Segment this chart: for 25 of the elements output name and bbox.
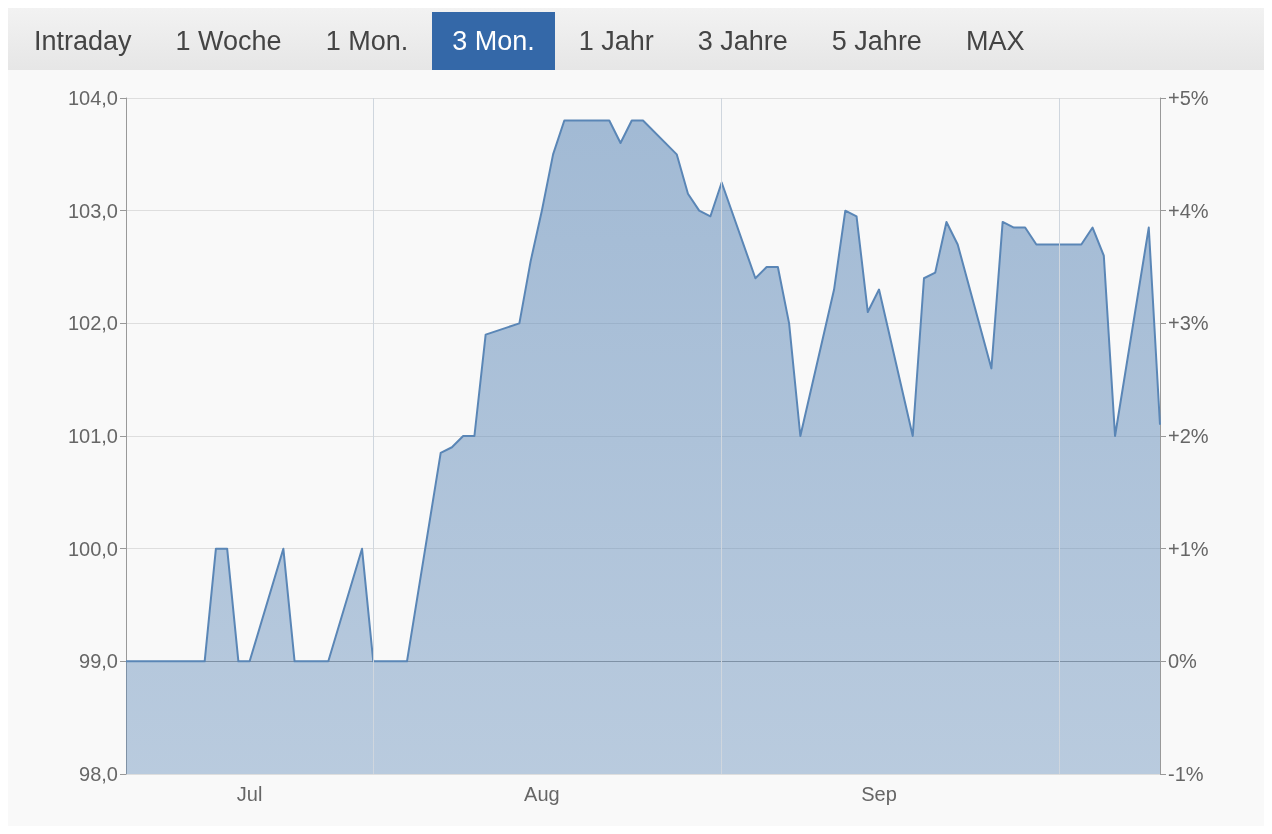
y2-tick-label: +4%: [1168, 199, 1209, 222]
y-tick-label: 103,0: [67, 199, 118, 222]
y-tick-label: 99,0: [79, 650, 118, 673]
text: MAX: [964, 25, 1026, 58]
y2-tick-label: +3%: [1168, 312, 1209, 335]
text: 1 Jahr: [577, 25, 655, 58]
y2-tick-label: +1%: [1168, 537, 1209, 560]
y-tick-label: 100,0: [67, 537, 118, 560]
x-tick-label: Aug: [524, 783, 560, 805]
text: 5 Jahre: [830, 25, 923, 58]
x-tick-label: Sep: [861, 783, 897, 805]
y-tick-label: 102,0: [67, 312, 118, 335]
text: 3 Jahre: [696, 25, 789, 58]
text: Intraday: [33, 25, 133, 58]
y2-tick-label: -1%: [1168, 763, 1204, 785]
text: 1 Woche: [174, 25, 283, 58]
y-tick-label: 101,0: [67, 425, 118, 447]
y-tick-label: 98,0: [79, 763, 118, 785]
y2-tick-label: 0%: [1168, 650, 1198, 673]
y-tick-label: 104,0: [67, 87, 118, 109]
text: 1 Mon.: [324, 25, 410, 58]
text: 3 Mon.: [432, 12, 555, 70]
y2-tick-label: +2%: [1168, 425, 1209, 447]
x-tick-label: Jul: [236, 783, 263, 805]
y2-tick-label: +5%: [1168, 87, 1209, 109]
